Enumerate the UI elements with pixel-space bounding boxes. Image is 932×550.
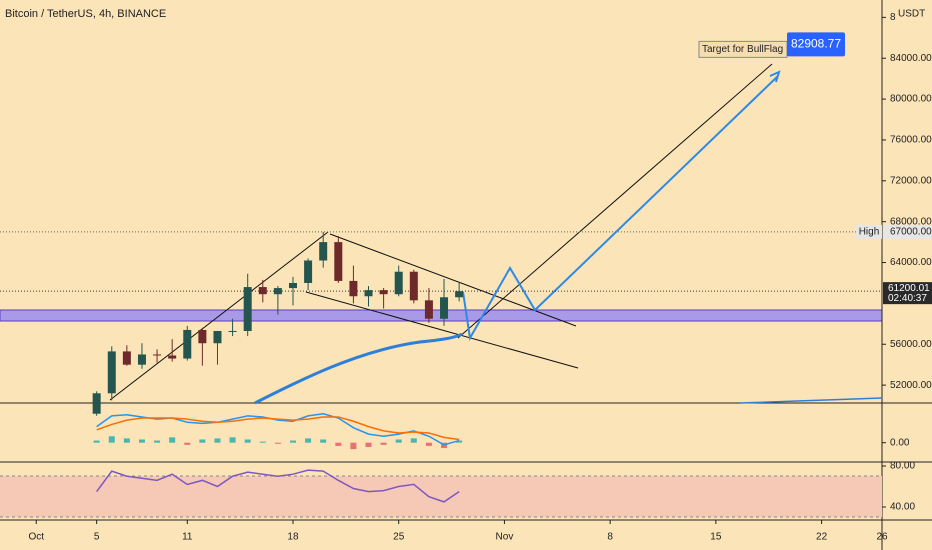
macd-histogram-bar [184, 442, 191, 445]
macd-histogram-bar [214, 438, 221, 443]
high-value: 67000.00 [890, 227, 932, 238]
macd-histogram-bar [350, 442, 357, 450]
candle-body [137, 354, 146, 365]
macd-histogram-bar [138, 439, 145, 443]
last-price: 61200.01 [888, 283, 930, 294]
candle-body [243, 287, 252, 331]
x-tick-label: 25 [393, 532, 405, 543]
y-tick-label: 56000.00 [890, 339, 932, 350]
macd-histogram-bar [456, 440, 463, 443]
candle-body [424, 300, 433, 319]
candle-body [213, 330, 222, 344]
target-note: Target for BullFlag [702, 44, 783, 55]
candle-body [258, 287, 267, 295]
candle-body [304, 260, 313, 283]
macd-histogram-bar [289, 440, 296, 443]
y-tick-label: 76000.00 [890, 135, 932, 146]
macd-histogram-bar [169, 437, 176, 443]
currency-label: USDT [898, 9, 925, 20]
macd-histogram-bar [154, 440, 161, 443]
candle-body [379, 290, 388, 295]
trendline [457, 63, 773, 339]
trendline [305, 291, 579, 369]
projection-arrow [769, 70, 781, 83]
candle-body [409, 271, 418, 301]
macd-histogram-bar [410, 438, 417, 443]
candle-body [183, 329, 192, 359]
candle-body [364, 290, 373, 297]
macd-histogram-bar [199, 439, 206, 443]
y-tick-label: 40.00 [890, 502, 915, 513]
ema-line [254, 332, 463, 405]
candle-body [153, 354, 162, 356]
macd-histogram-bar [320, 439, 327, 443]
candle-body [394, 271, 403, 295]
x-tick-label: 15 [710, 532, 722, 543]
macd-histogram-bar [123, 438, 130, 443]
macd-histogram-bar [395, 439, 402, 443]
candle-body [92, 393, 101, 414]
candle-body [107, 351, 116, 394]
last-price-box [883, 282, 932, 305]
x-tick-label: 5 [94, 532, 100, 543]
y-tick-label: 84000.00 [890, 53, 932, 64]
candle-body [168, 355, 177, 359]
y-tick-label: 72000.00 [890, 175, 932, 186]
macd-histogram-bar [259, 441, 266, 443]
x-tick-label: Nov [496, 532, 514, 543]
x-tick-label: Oct [28, 532, 44, 543]
candle-body [349, 280, 358, 297]
macd-histogram-bar [244, 439, 251, 443]
high-label-box [856, 224, 882, 239]
macd-histogram-bar [425, 442, 432, 446]
signal-line [96, 416, 460, 441]
candle-body [319, 242, 328, 261]
macd-histogram-bar [305, 438, 312, 443]
y-tick-label: 0.00 [890, 437, 910, 448]
y-tick-label: 80000.00 [890, 94, 932, 105]
x-tick-label: 18 [287, 532, 299, 543]
candle-body [455, 291, 464, 298]
high-label: High [859, 227, 880, 238]
x-tick-label: 8 [607, 532, 613, 543]
macd-line [96, 412, 460, 446]
y-tick-label: 80.00 [890, 461, 915, 472]
candle-body [122, 351, 131, 365]
candle-body [198, 329, 207, 344]
macd-histogram-bar [108, 436, 115, 443]
macd-histogram-bar [335, 442, 342, 446]
target-value: 82908.77 [791, 37, 841, 51]
y-tick-label: 52000.00 [890, 380, 932, 391]
y-tick-label: 68000.00 [890, 216, 932, 227]
x-tick-label: 11 [182, 532, 193, 543]
countdown: 02:40:37 [888, 293, 927, 304]
y-tick-label: 8 [890, 12, 896, 23]
trendline [109, 231, 329, 401]
rsi-line [96, 469, 460, 503]
y-tick-label: 64000.00 [890, 257, 932, 268]
chart-title: Bitcoin / TetherUS, 4h, BINANCE [5, 8, 166, 20]
candle-body [440, 297, 449, 319]
candle-body [228, 330, 237, 332]
macd-histogram-bar [380, 442, 387, 445]
macd-histogram-bar [274, 442, 281, 444]
candle-body [288, 282, 297, 289]
ema-line [739, 397, 883, 404]
high-value-box [884, 224, 932, 239]
x-tick-label: 22 [816, 532, 828, 543]
candle-body [334, 242, 343, 281]
x-tick-label: 26 [876, 532, 888, 543]
rsi-band [0, 476, 882, 517]
macd-histogram-bar [365, 442, 372, 447]
macd-histogram-bar [93, 440, 100, 443]
target-box [787, 32, 845, 57]
candle-body [273, 288, 282, 295]
macd-histogram-bar [229, 437, 236, 443]
